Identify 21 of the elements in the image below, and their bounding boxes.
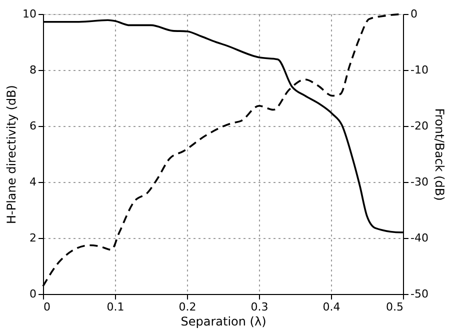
y-tick-label: 8 (30, 64, 36, 76)
x-tick-label: 0.4 (322, 300, 340, 314)
y2-tick-label: -10 (410, 64, 428, 76)
y2-axis-title: Front/Back (dB) (432, 108, 446, 201)
y-tick-label: 10 (22, 8, 36, 20)
x-tick-label: 0.5 (386, 300, 404, 314)
y2-tick-label: -40 (410, 232, 428, 244)
y2-tick-label: 0 (410, 8, 418, 20)
x-axis-title: Separation (λ) (180, 314, 266, 328)
x-tick-label: 0 (44, 300, 50, 314)
y2-tick-label: -50 (410, 288, 428, 300)
y-axis-title: H-Plane directivity (dB) (4, 85, 19, 224)
y-tick-label: 0 (30, 288, 36, 300)
y2-tick-label: -30 (410, 176, 428, 188)
y2-tick-label: -20 (410, 120, 428, 132)
x-tick-label: 0.2 (178, 300, 196, 314)
y-tick-label: 4 (30, 176, 36, 188)
x-tick-label: 0.3 (250, 300, 268, 314)
y-tick-label: 2 (30, 232, 36, 244)
y-tick-label: 6 (30, 120, 36, 132)
x-tick-label: 0.1 (106, 300, 124, 314)
